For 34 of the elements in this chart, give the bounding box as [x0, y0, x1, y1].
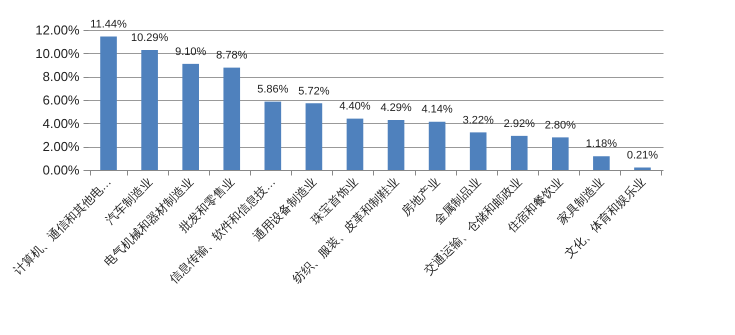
- bar: [306, 103, 322, 170]
- y-tick-label: 0.00%: [42, 162, 80, 178]
- y-tick-label: 6.00%: [42, 92, 80, 108]
- bar: [428, 122, 446, 170]
- bar: [388, 120, 404, 170]
- bar: [346, 118, 364, 170]
- bar: [182, 64, 199, 170]
- data-label: 4.40%: [339, 100, 371, 113]
- data-label: 8.78%: [216, 50, 248, 62]
- y-tick-label: 8.00%: [42, 69, 80, 84]
- bar: [593, 156, 610, 170]
- bar: [470, 132, 486, 170]
- bar: [100, 36, 117, 170]
- bar: [264, 102, 282, 170]
- bar: [552, 137, 569, 170]
- data-label: 9.10%: [175, 46, 206, 58]
- y-tick-label: 4.00%: [42, 116, 80, 131]
- data-label: 5.86%: [257, 84, 289, 96]
- data-label: 5.72%: [298, 85, 330, 98]
- data-label: 3.22%: [462, 114, 494, 126]
- data-label: 4.29%: [380, 102, 412, 114]
- data-label: 1.18%: [586, 138, 618, 150]
- data-label: 4.14%: [422, 104, 453, 116]
- y-tick-label: 12.00%: [35, 22, 80, 38]
- data-label: 11.44%: [90, 18, 127, 31]
- bar: [223, 68, 240, 170]
- bar: [141, 50, 158, 170]
- bar: [510, 136, 528, 170]
- data-label: 0.21%: [626, 150, 658, 162]
- data-label: 2.92%: [504, 118, 536, 130]
- data-label: 10.29%: [130, 32, 168, 44]
- y-tick-label: 2.00%: [42, 139, 80, 154]
- data-label: 2.80%: [544, 119, 576, 132]
- y-tick-label: 10.00%: [35, 46, 80, 61]
